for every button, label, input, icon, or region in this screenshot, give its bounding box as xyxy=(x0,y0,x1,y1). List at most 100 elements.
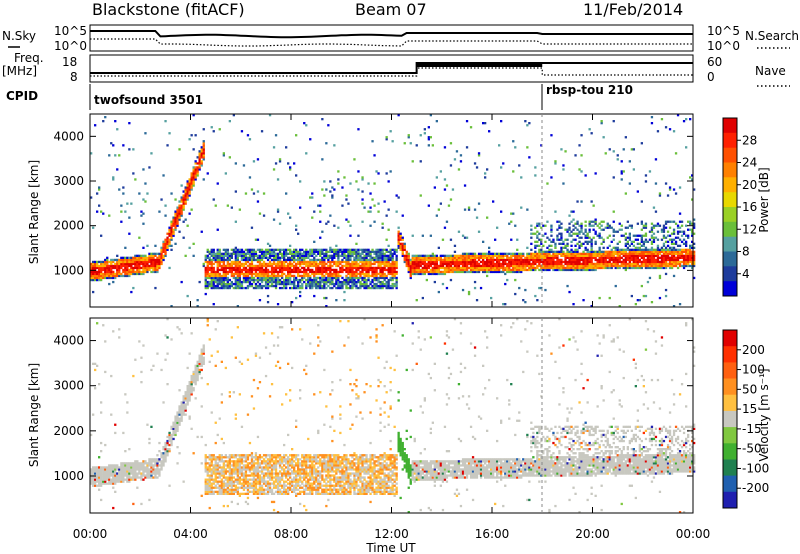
heatmap-cell xyxy=(236,260,239,264)
heatmap-cell xyxy=(693,276,696,280)
heatmap-cell xyxy=(367,264,370,268)
heatmap-cell xyxy=(126,464,129,467)
heatmap-cell xyxy=(656,130,660,133)
heatmap-cell xyxy=(138,476,141,479)
heatmap-cell xyxy=(100,450,103,453)
heatmap-cell xyxy=(435,266,438,270)
heatmap-cell xyxy=(672,246,676,249)
heatmap-cell xyxy=(130,468,133,471)
heatmap-cell xyxy=(160,460,163,463)
heatmap-cell xyxy=(138,270,141,274)
heatmap-cell xyxy=(453,268,457,272)
heatmap-cell xyxy=(642,264,645,268)
heatmap-cell xyxy=(560,254,563,257)
heatmap-cell xyxy=(636,256,639,259)
heatmap-cell xyxy=(240,262,244,266)
heatmap-cell xyxy=(500,258,503,262)
heatmap-cell xyxy=(134,178,137,181)
heatmap-cell xyxy=(486,268,489,272)
heatmap-cell xyxy=(415,266,418,270)
heatmap-cell xyxy=(660,238,664,241)
heatmap-cell xyxy=(632,234,635,237)
heatmap-cell xyxy=(313,294,316,298)
heatmap-cell xyxy=(311,254,314,257)
heatmap-cell xyxy=(270,284,274,288)
heatmap-cell xyxy=(670,220,674,223)
heatmap-cell xyxy=(411,264,414,268)
colorbar-swatch xyxy=(723,192,737,208)
heatmap-cell xyxy=(492,254,495,257)
heatmap-cell xyxy=(606,264,609,268)
heatmap-cell xyxy=(685,240,688,243)
heatmap-cell xyxy=(301,248,304,251)
heatmap-cell xyxy=(429,136,432,139)
heatmap-cell xyxy=(112,476,115,479)
heatmap-cell xyxy=(305,254,308,257)
heatmap-cell xyxy=(582,268,585,272)
heatmap-cell xyxy=(248,256,252,259)
heatmap-cell xyxy=(528,262,531,266)
heatmap-cell xyxy=(586,242,589,245)
heatmap-cell xyxy=(614,252,617,255)
heatmap-cell xyxy=(156,266,159,270)
heatmap-cell xyxy=(250,268,254,272)
heatmap-cell xyxy=(576,222,579,225)
heatmap-cell xyxy=(429,264,432,268)
heatmap-cell xyxy=(391,282,394,286)
heatmap-cell xyxy=(369,206,372,209)
heatmap-cell xyxy=(419,258,422,262)
heatmap-cell xyxy=(331,254,334,257)
heatmap-cell xyxy=(375,268,378,272)
heatmap-cell xyxy=(186,389,189,392)
heatmap-cell xyxy=(664,254,668,257)
heatmap-cell xyxy=(598,248,601,251)
heatmap-cell xyxy=(504,262,507,266)
heatmap-cell xyxy=(114,470,117,473)
heatmap-cell xyxy=(202,154,205,157)
heatmap-cell xyxy=(134,258,137,262)
heatmap-cell xyxy=(172,234,175,237)
heatmap-cell xyxy=(162,446,165,449)
heatmap-cell xyxy=(369,256,372,259)
heatmap-cell xyxy=(102,260,105,264)
heatmap-cell xyxy=(170,224,173,227)
heatmap-cell xyxy=(534,268,537,272)
heatmap-cell xyxy=(486,266,489,270)
heatmap-cell xyxy=(602,262,605,266)
heatmap-cell xyxy=(689,260,692,264)
heatmap-cell xyxy=(236,282,239,286)
heatmap-cell xyxy=(172,427,175,430)
heatmap-cell xyxy=(477,266,481,270)
heatmap-cell xyxy=(295,296,298,300)
heatmap-cell xyxy=(92,260,95,264)
heatmap-cell xyxy=(184,200,187,203)
heatmap-cell xyxy=(104,272,107,276)
heatmap-cell xyxy=(409,272,412,276)
heatmap-cell xyxy=(383,264,386,268)
heatmap-cell xyxy=(289,216,292,219)
heatmap-cell xyxy=(92,276,95,280)
heatmap-cell xyxy=(116,464,119,467)
heatmap-cell xyxy=(126,472,129,475)
heatmap-cell xyxy=(385,238,388,241)
heatmap-cell xyxy=(536,244,539,247)
heatmap-cell xyxy=(389,254,392,257)
heatmap-cell xyxy=(584,228,587,231)
heatmap-cell xyxy=(192,389,195,392)
heatmap-cell xyxy=(530,256,533,259)
heatmap-cell xyxy=(178,413,181,416)
heatmap-cell xyxy=(240,264,244,268)
heatmap-cell xyxy=(357,234,360,237)
heatmap-cell xyxy=(612,250,615,253)
heatmap-cell xyxy=(287,264,290,268)
heatmap-cell xyxy=(289,244,292,247)
heatmap-cell xyxy=(138,192,141,195)
heatmap-cell xyxy=(506,278,509,282)
heatmap-cell xyxy=(110,142,113,145)
heatmap-cell xyxy=(640,240,643,243)
heatmap-cell xyxy=(574,248,577,251)
heatmap-cell xyxy=(644,174,648,177)
heatmap-cell xyxy=(234,276,237,280)
heatmap-cell xyxy=(184,409,187,412)
heatmap-cell xyxy=(685,252,688,255)
